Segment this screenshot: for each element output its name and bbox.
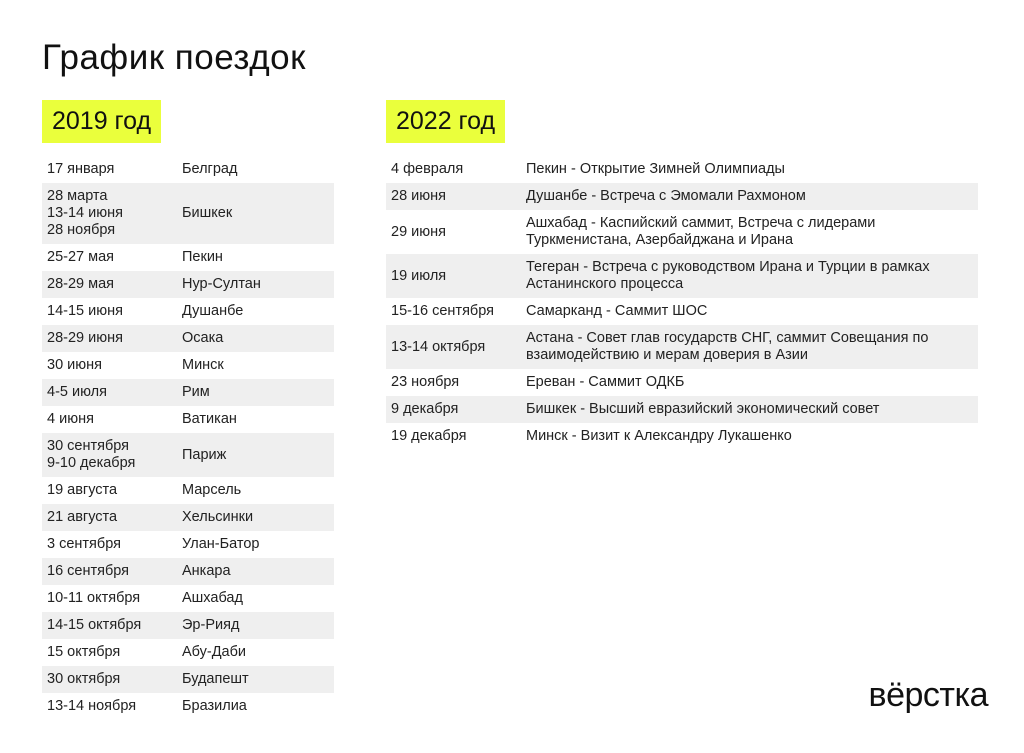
trip-place: Минск <box>182 357 224 373</box>
table-row: 30 июня Минск <box>42 352 334 379</box>
trip-date: 28 июня <box>391 188 446 204</box>
table-row: 16 сентября Анкара <box>42 558 334 585</box>
trip-place: Тегеран - Встреча с руководством Ирана и… <box>526 259 930 292</box>
trip-date: 13-14 ноября <box>47 698 137 714</box>
trip-date: 28-29 мая <box>47 276 114 292</box>
trip-date: 30 сентября 9-10 декабря <box>47 438 136 471</box>
trip-date: 13-14 октября <box>391 338 486 355</box>
table-row: 9 декабря Бишкек - Высший евразийский эко… <box>386 396 978 423</box>
table-row: 28 марта 13-14 июня 28 ноября Бишкек <box>42 183 334 244</box>
table-row: 30 сентября 9-10 декабря Париж <box>42 433 334 477</box>
table-row: 19 августа Марсель <box>42 477 334 504</box>
trip-date: 28 марта 13-14 июня 28 ноября <box>47 188 123 238</box>
trip-place: Бишкек <box>182 205 233 221</box>
table-row: 13-14 ноября Бразилиа <box>42 693 334 720</box>
table-row: 14-15 октября Эр-Рияд <box>42 612 334 639</box>
table-row: 4 июня Ватикан <box>42 406 334 433</box>
trip-date: 21 августа <box>47 509 118 525</box>
trip-place: Будапешт <box>182 671 249 687</box>
trip-place: Ватикан <box>182 411 237 427</box>
table-row: 19 декабря Минск - Визит к Александру Лук… <box>386 423 978 450</box>
trip-place: Ашхабад - Каспийский саммит, Встреча с л… <box>526 215 876 248</box>
trip-place: Нур-Султан <box>182 276 261 292</box>
trip-date: 4-5 июля <box>47 384 107 400</box>
year-2019-badge: 2019 год <box>42 100 162 143</box>
year-2022-badge: 2022 год <box>386 100 506 143</box>
trip-place: Ереван - Саммит ОДКБ <box>526 374 685 390</box>
trip-date: 17 января <box>47 161 115 177</box>
table-row: 15 октября Абу-Даби <box>42 639 334 666</box>
trip-date: 16 сентября <box>47 563 130 579</box>
table-row: 28-29 мая Нур-Султан <box>42 271 334 298</box>
table-row: 30 октября Будапешт <box>42 666 334 693</box>
table-row: 19 июля Тегеран - Встреча с руководством … <box>386 254 978 298</box>
trip-date: 4 февраля <box>391 161 464 177</box>
trip-place: Самарканд - Саммит ШОС <box>526 303 708 319</box>
trip-date: 23 ноября <box>391 374 460 390</box>
trip-place: Анкара <box>182 563 231 579</box>
trip-place: Астана - Совет глав государств СНГ, самм… <box>526 330 929 363</box>
trip-place: Рим <box>182 384 210 400</box>
trip-place: Душанбе <box>182 303 244 319</box>
logo: вёрстка <box>868 676 989 714</box>
trip-date: 19 декабря <box>391 428 467 444</box>
table-row: 28 июня Душанбе - Встреча с Эмомали Рахмо… <box>386 183 978 210</box>
table-row: 29 июня Ашхабад - Каспийский саммит, Встр… <box>386 210 978 254</box>
trip-place: Осака <box>182 330 224 346</box>
trip-date: 4 июня <box>47 411 94 427</box>
trip-date: 30 июня <box>47 357 102 373</box>
trip-place: Ашхабад <box>182 590 243 606</box>
trip-date: 30 октября <box>47 671 121 687</box>
trip-place: Душанбе - Встреча с Эмомали Рахмоном <box>526 188 806 204</box>
trip-date: 15 октября <box>47 644 121 660</box>
trip-date: 29 июня <box>391 223 446 240</box>
trip-place: Пекин - Открытие Зимней Олимпиады <box>526 161 785 177</box>
trip-date: 19 августа <box>47 482 118 498</box>
trips-2019-table: 17 января Белград 28 марта 13-14 июня 28 н… <box>42 156 334 720</box>
trips-2022-table: 4 февраля Пекин - Открытие Зимней Олимпиа… <box>386 156 978 450</box>
trip-place: Эр-Рияд <box>182 617 240 633</box>
table-row: 3 сентября Улан-Батор <box>42 531 334 558</box>
trip-date: 10-11 октября <box>47 590 141 606</box>
trip-date: 14-15 октября <box>47 617 142 633</box>
trip-date: 19 июля <box>391 267 447 284</box>
trip-place: Пекин <box>182 249 223 265</box>
table-row: 28-29 июня Осака <box>42 325 334 352</box>
table-row: 15-16 сентября Самарканд - Саммит ШОС <box>386 298 978 325</box>
trip-place: Улан-Батор <box>182 536 260 552</box>
trip-place: Белград <box>182 161 238 177</box>
table-row: 14-15 июня Душанбе <box>42 298 334 325</box>
table-row: 10-11 октября Ашхабад <box>42 585 334 612</box>
table-row: 4 февраля Пекин - Открытие Зимней Олимпиа… <box>386 156 978 183</box>
trip-place: Минск - Визит к Александру Лукашенко <box>526 428 792 444</box>
trip-place: Хельсинки <box>182 509 254 525</box>
trip-date: 25-27 мая <box>47 249 114 265</box>
trip-date: 15-16 сентября <box>391 303 494 319</box>
trip-place: Бишкек - Высший евразийский экономически… <box>526 401 880 417</box>
table-row: 21 августа Хельсинки <box>42 504 334 531</box>
trip-place: Париж <box>182 446 227 463</box>
trip-date: 9 декабря <box>391 401 459 417</box>
table-row: 13-14 октября Астана - Совет глав государ… <box>386 325 978 369</box>
trip-place: Бразилиа <box>182 698 247 714</box>
table-row: 17 января Белград <box>42 156 334 183</box>
trip-place: Марсель <box>182 482 242 498</box>
trip-place: Абу-Даби <box>182 644 247 660</box>
table-row: 23 ноября Ереван - Саммит ОДКБ <box>386 369 978 396</box>
trip-date: 28-29 июня <box>47 330 123 346</box>
table-row: 4-5 июля Рим <box>42 379 334 406</box>
page-title: График поездок <box>42 38 306 77</box>
table-row: 25-27 мая Пекин <box>42 244 334 271</box>
trip-date: 14-15 июня <box>47 303 123 319</box>
trip-date: 3 сентября <box>47 536 121 552</box>
